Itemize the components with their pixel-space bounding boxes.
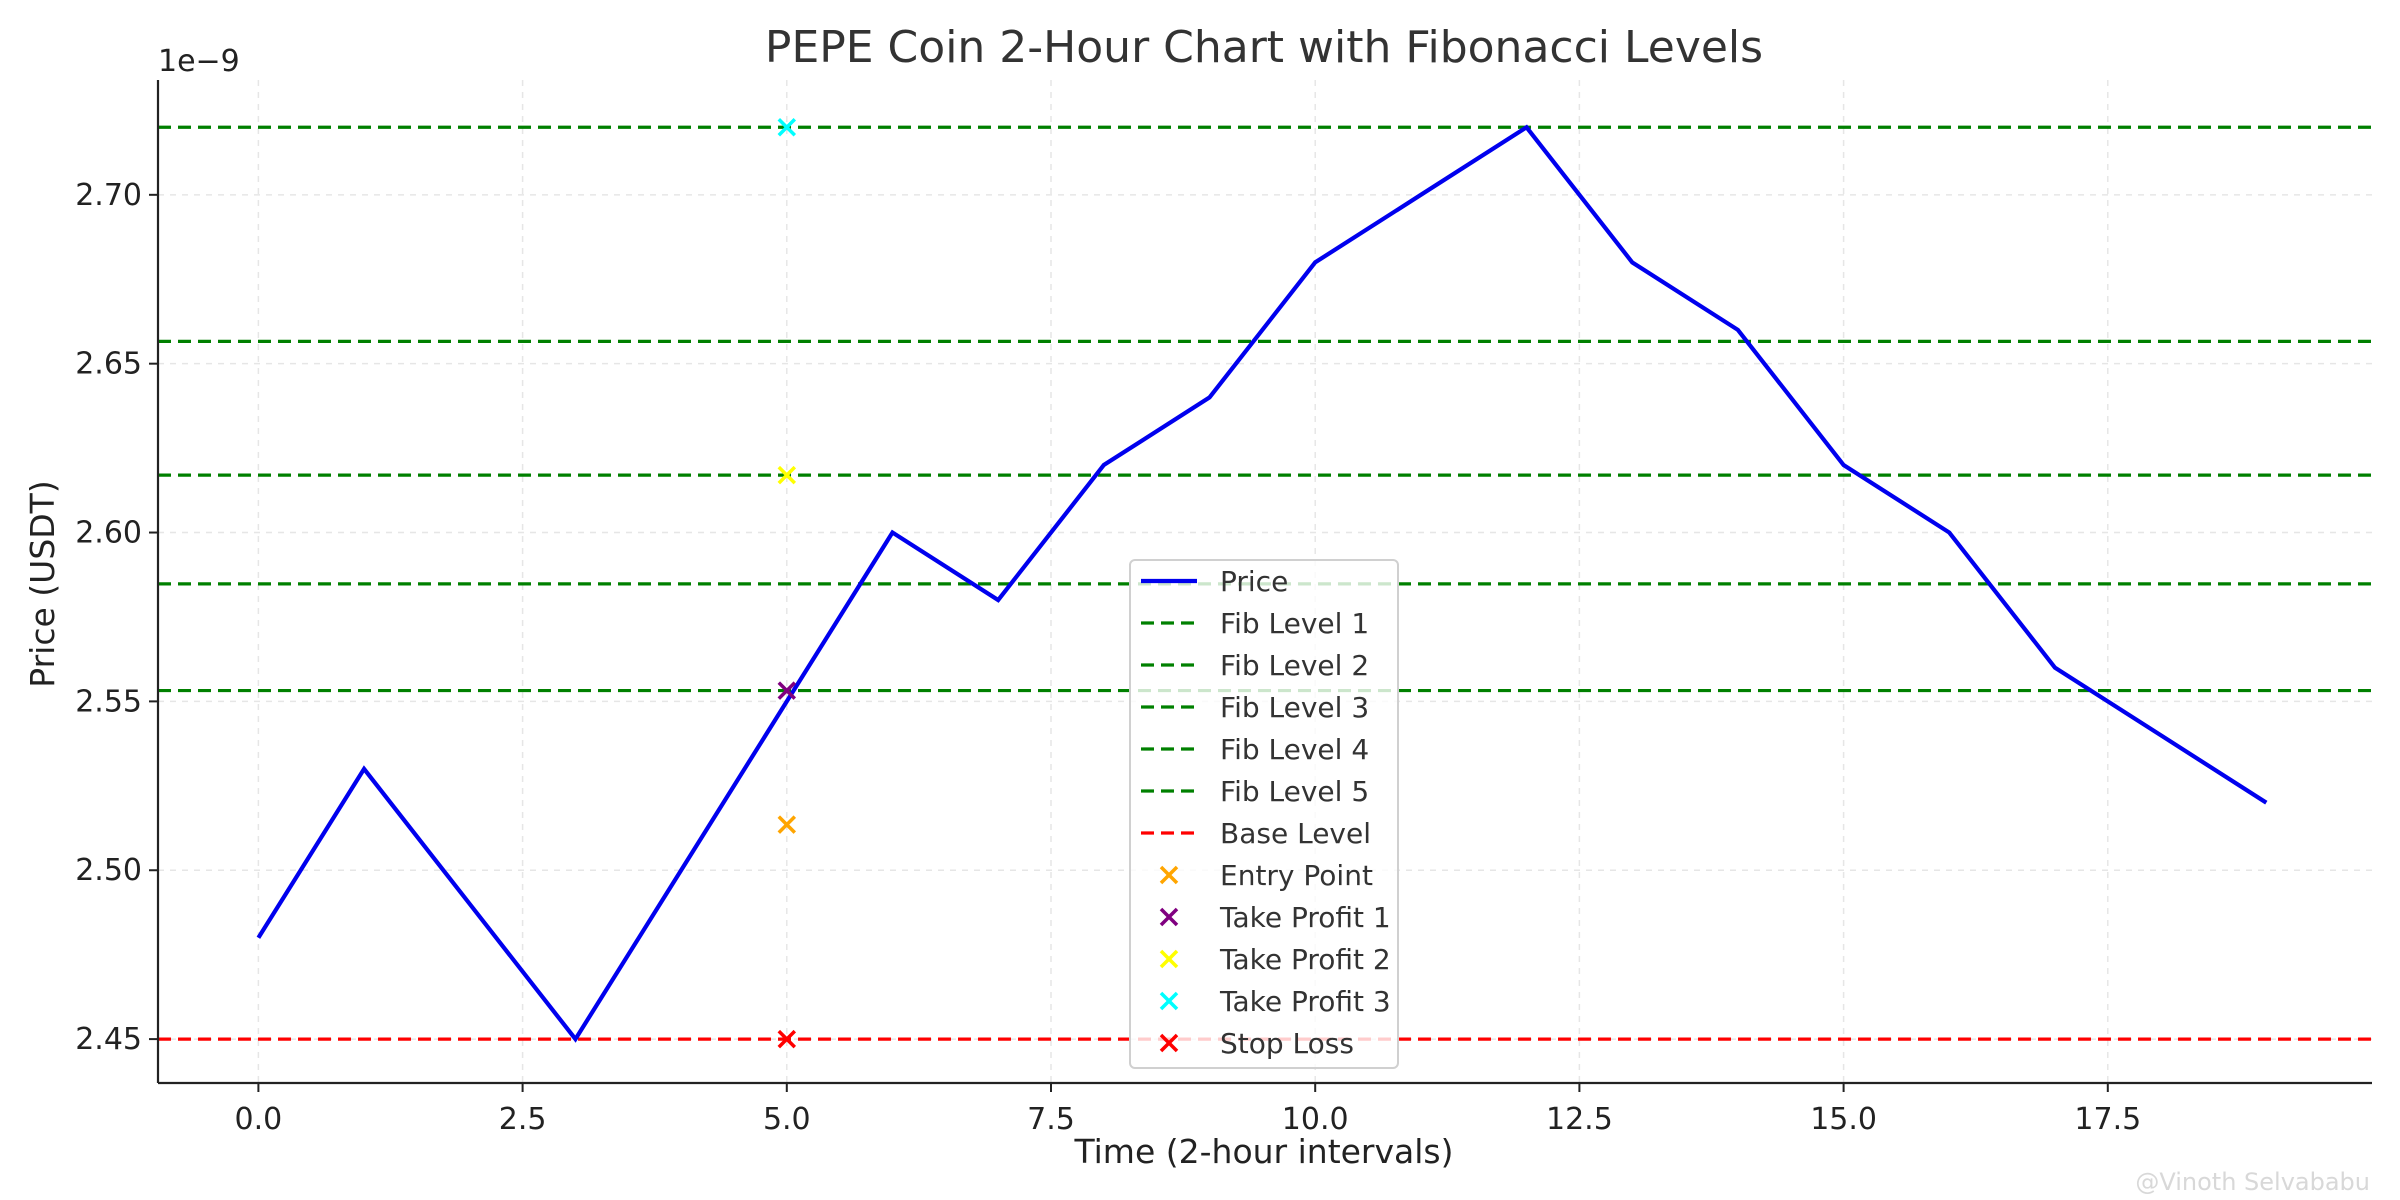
legend-entry-6: Base Level	[1141, 817, 1371, 850]
x-axis-label: Time (2-hour intervals)	[1074, 1132, 1454, 1171]
legend-label-2: Fib Level 2	[1220, 649, 1369, 682]
axes: 0.0 2.5 5.0 7.5 10.0 12.5 15.0 17.5 2.45 2.50 2.55…	[75, 80, 2372, 1137]
legend-label-1: Fib Level 1	[1220, 607, 1369, 640]
legend-entry-0: Price	[1141, 565, 1288, 598]
legend-label-9: Take Profit 2	[1219, 943, 1391, 976]
legend-entry-1: Fib Level 1	[1141, 607, 1369, 640]
y-tick-label-5: 2.70	[75, 178, 142, 213]
legend-box	[1129, 559, 1399, 1069]
legend-label-8: Take Profit 1	[1219, 901, 1391, 934]
x-tick-label-1: 2.5	[499, 1102, 547, 1137]
legend-swatch-11	[1159, 1033, 1179, 1053]
price-series	[256, 124, 2268, 1043]
legend-entry-9: Take Profit 2	[1159, 943, 1391, 976]
legend-label-7: Entry Point	[1220, 859, 1373, 892]
x-tick-label-5: 12.5	[1546, 1102, 1613, 1137]
legend: Price Fib Level 1 Fib Level 2 Fib Level 3 Fi…	[1129, 559, 1399, 1069]
marker-2	[777, 465, 797, 485]
legend-label-10: Take Profit 3	[1219, 985, 1391, 1018]
y-axis-label: Price (USDT)	[23, 480, 62, 687]
legend-entry-5: Fib Level 5	[1141, 775, 1369, 808]
series-line-0	[256, 124, 2268, 1043]
legend-swatch-7	[1159, 865, 1179, 885]
y-tick-label-0: 2.45	[75, 1022, 142, 1057]
y-tick-label-4: 2.65	[75, 347, 142, 382]
legend-swatch-9	[1159, 949, 1179, 969]
legend-entry-10: Take Profit 3	[1159, 985, 1391, 1018]
x-tick-label-4: 10.0	[1282, 1102, 1349, 1137]
marker-1	[777, 681, 797, 700]
y-axis-offset-label: 1e−9	[158, 44, 240, 79]
legend-entry-3: Fib Level 3	[1141, 691, 1369, 724]
legend-label-3: Fib Level 3	[1220, 691, 1369, 724]
legend-entry-8: Take Profit 1	[1159, 901, 1391, 934]
legend-label-0: Price	[1220, 565, 1288, 598]
legend-entry-4: Fib Level 4	[1141, 733, 1369, 766]
watermark: @Vinoth Selvababu	[2135, 1168, 2370, 1196]
x-tick-label-7: 17.5	[2074, 1102, 2141, 1137]
marker-4	[777, 1029, 797, 1049]
legend-swatch-8	[1159, 907, 1179, 927]
legend-swatch-10	[1159, 991, 1179, 1011]
x-tick-label-3: 7.5	[1027, 1102, 1075, 1137]
legend-entry-2: Fib Level 2	[1141, 649, 1369, 682]
y-tick-label-3: 2.60	[75, 516, 142, 551]
chart-title: PEPE Coin 2-Hour Chart with Fibonacci Le…	[765, 22, 1763, 73]
marker-0	[777, 815, 797, 834]
y-tick-label-2: 2.55	[75, 684, 142, 719]
legend-label-11: Stop Loss	[1220, 1027, 1354, 1060]
legend-entry-11: Stop Loss	[1159, 1027, 1354, 1060]
x-tick-label-6: 15.0	[1810, 1102, 1877, 1137]
y-tick-label-1: 2.50	[75, 853, 142, 888]
x-tick-label-2: 5.0	[763, 1102, 811, 1137]
trade-markers	[777, 118, 797, 1049]
legend-label-5: Fib Level 5	[1220, 775, 1369, 808]
x-tick-label-0: 0.0	[235, 1102, 283, 1137]
legend-label-4: Fib Level 4	[1220, 733, 1369, 766]
marker-3	[777, 118, 797, 137]
legend-label-6: Base Level	[1220, 817, 1371, 850]
legend-entry-7: Entry Point	[1159, 859, 1373, 892]
